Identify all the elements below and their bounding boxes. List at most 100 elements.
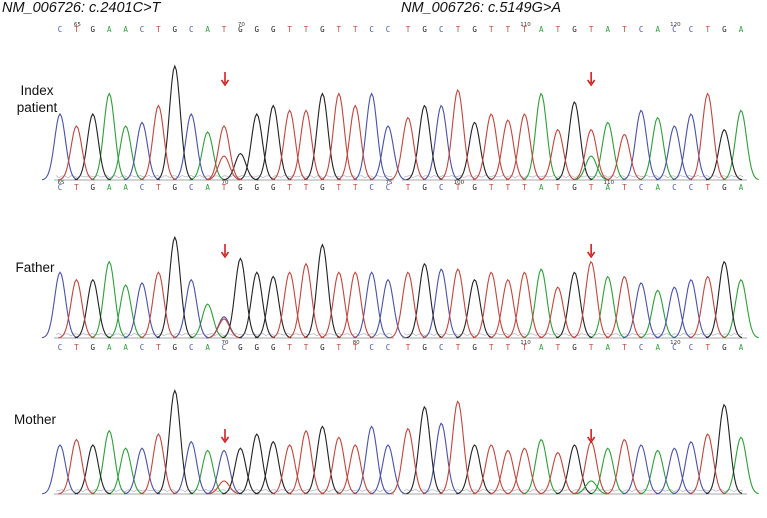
- variant-arrow-head: [220, 79, 230, 87]
- base-call: G: [572, 343, 577, 352]
- base-call: T: [705, 25, 710, 34]
- base-call: T: [705, 343, 710, 352]
- chromatogram-panel: C T G A A C T G C A T G G G T T G T T C C65 70C T G A A C T G C A T G G G T…: [41, 22, 407, 192]
- trace-peak: [605, 275, 643, 339]
- row-label-index-patient: Index patient: [2, 82, 72, 116]
- base-call: T: [456, 343, 461, 352]
- base-call: A: [739, 183, 744, 192]
- base-call: T: [406, 343, 411, 352]
- trace-peak: [406, 405, 443, 495]
- trace-peak: [189, 303, 226, 339]
- base-call: C: [58, 183, 63, 192]
- base-call: T: [589, 343, 594, 352]
- base-call: C: [639, 343, 644, 352]
- base-call: C: [189, 25, 194, 34]
- base-call: C: [386, 183, 391, 192]
- base-call: T: [74, 343, 79, 352]
- base-call: G: [238, 183, 243, 192]
- trace-peak: [140, 271, 177, 339]
- trace-peak: [506, 113, 543, 181]
- trace-peak: [456, 121, 493, 181]
- position-tick: 65: [58, 180, 65, 186]
- base-call: C: [369, 183, 374, 192]
- base-call: C: [639, 25, 644, 34]
- trace-peak: [58, 125, 95, 181]
- trace-peak: [689, 275, 726, 339]
- trace-peak: [222, 257, 259, 339]
- right-gene-id: NM_006726: [401, 0, 480, 16]
- base-call: G: [271, 25, 276, 34]
- base-call: A: [655, 25, 660, 34]
- base-call: G: [472, 25, 477, 34]
- base-call: T: [705, 183, 710, 192]
- left-gene-id: NM_006726: [2, 0, 81, 16]
- base-call: G: [271, 183, 276, 192]
- base-call: T: [353, 183, 358, 192]
- base-call: G: [91, 183, 96, 192]
- trace-peak: [271, 271, 308, 339]
- left-panel-title: NM_006726: c.2401C>T: [2, 0, 160, 16]
- position-tick: 70: [238, 22, 245, 28]
- trace-peak: [506, 271, 543, 339]
- trace-noise: [55, 333, 393, 337]
- trace-noise: [55, 175, 393, 179]
- trace-peak: [320, 436, 357, 495]
- base-call: G: [238, 25, 243, 34]
- trace-noise: [403, 175, 744, 179]
- base-call: A: [655, 183, 660, 192]
- base-call: T: [506, 183, 511, 192]
- trace-peak: [353, 425, 390, 495]
- base-call: T: [156, 183, 161, 192]
- trace-peak: [472, 444, 510, 495]
- left-variant: : c.2401C>T: [81, 0, 161, 16]
- base-call: G: [320, 183, 325, 192]
- position-tick: 70: [222, 340, 229, 346]
- base-call: T: [287, 25, 292, 34]
- base-call: T: [556, 183, 561, 192]
- trace-peak: [422, 104, 460, 181]
- base-call: G: [173, 183, 178, 192]
- trace-noise: [403, 489, 744, 493]
- trace-peak: [522, 92, 560, 181]
- trace-peak: [369, 125, 407, 181]
- position-tick: 110: [520, 22, 531, 28]
- base-call: G: [320, 343, 325, 352]
- base-call: A: [123, 183, 128, 192]
- trace-peak: [173, 278, 210, 339]
- base-call: A: [539, 25, 544, 34]
- trace-peak: [271, 109, 308, 181]
- trace-peak: [222, 447, 259, 495]
- trace-peak: [556, 271, 593, 339]
- base-call: T: [337, 343, 342, 352]
- base-call: G: [91, 25, 96, 34]
- trace-peak: [123, 447, 161, 495]
- trace-peak: [689, 92, 726, 181]
- trace-peak: [238, 112, 275, 181]
- trace-peak: [173, 440, 210, 495]
- trace-peak: [672, 113, 709, 181]
- base-call: T: [74, 183, 79, 192]
- base-call: G: [422, 183, 427, 192]
- base-call: C: [189, 343, 194, 352]
- base-call: G: [173, 25, 178, 34]
- trace-peak: [41, 444, 79, 495]
- position-tick: 120: [670, 340, 681, 346]
- base-call: T: [456, 25, 461, 34]
- base-call: C: [439, 343, 444, 352]
- base-call: C: [140, 343, 145, 352]
- trace-peak: [189, 449, 226, 495]
- trace-peak: [238, 433, 275, 495]
- trace-peak: [705, 128, 743, 181]
- base-call: G: [255, 25, 260, 34]
- base-call: C: [689, 25, 694, 34]
- trace-peak: [320, 271, 357, 339]
- trace-secondary-peak: [207, 318, 240, 339]
- base-call: G: [472, 183, 477, 192]
- trace-peak: [722, 436, 759, 495]
- base-call: C: [189, 183, 194, 192]
- base-call: A: [539, 343, 544, 352]
- trace-peak: [439, 268, 476, 339]
- base-call: T: [489, 25, 494, 34]
- base-call: C: [639, 183, 644, 192]
- base-call: T: [556, 343, 561, 352]
